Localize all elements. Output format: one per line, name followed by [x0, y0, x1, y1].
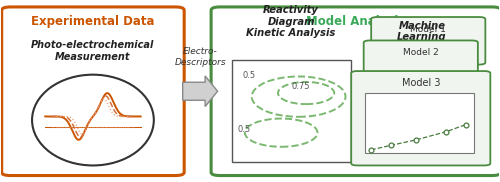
FancyBboxPatch shape: [351, 71, 490, 165]
Text: Model 1: Model 1: [410, 25, 446, 34]
FancyBboxPatch shape: [365, 93, 474, 153]
Text: 0.5: 0.5: [242, 71, 256, 80]
Text: 0.5: 0.5: [237, 124, 250, 134]
Text: Experimental Data: Experimental Data: [31, 15, 154, 28]
FancyBboxPatch shape: [2, 7, 184, 176]
Text: Machine
Learning
Predictions: Machine Learning Predictions: [390, 21, 454, 54]
Text: Photo-electrochemical
Measurement: Photo-electrochemical Measurement: [31, 40, 154, 62]
FancyBboxPatch shape: [211, 7, 500, 176]
Text: Model 2: Model 2: [403, 48, 438, 57]
Text: 0.75: 0.75: [292, 82, 310, 91]
FancyBboxPatch shape: [371, 17, 486, 65]
Text: Model Analysis: Model Analysis: [306, 15, 406, 28]
Ellipse shape: [32, 75, 154, 165]
FancyBboxPatch shape: [232, 60, 350, 162]
FancyArrow shape: [182, 76, 218, 106]
Text: Reactivity
Diagram
Kinetic Analysis: Reactivity Diagram Kinetic Analysis: [246, 5, 336, 38]
Text: Electro-
Descriptors: Electro- Descriptors: [174, 47, 226, 67]
Text: Model 3: Model 3: [402, 78, 440, 88]
FancyBboxPatch shape: [364, 40, 478, 88]
